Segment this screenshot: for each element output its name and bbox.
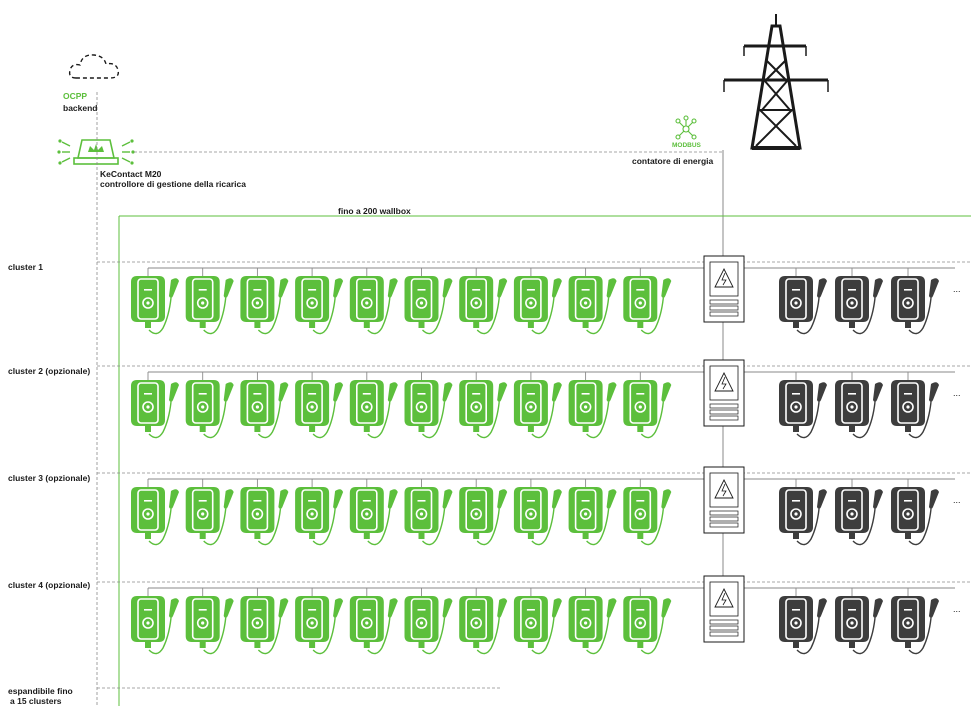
wallbox-green <box>458 486 509 546</box>
controller-icon <box>57 139 135 165</box>
wallbox-dark <box>778 486 828 546</box>
power-pylon-icon <box>723 14 829 150</box>
wallbox-green <box>348 275 399 335</box>
wallbox-green <box>130 275 180 335</box>
clusters-layer: ............ <box>97 255 971 655</box>
expand-label-line1: espandibile fino <box>8 686 73 696</box>
wallbox-dark <box>834 486 884 546</box>
wallbox-dark <box>778 275 828 335</box>
wallbox-green <box>403 275 454 335</box>
continuation-dots: ... <box>953 284 961 294</box>
wallbox-green <box>567 486 618 546</box>
wallbox-green <box>239 595 290 655</box>
wallbox-green <box>622 595 673 655</box>
wallbox-green <box>294 379 344 439</box>
wallbox-dark <box>890 275 940 335</box>
wallbox-dark <box>890 595 940 655</box>
expand-label-line2: a 15 clusters <box>10 696 62 706</box>
wallbox-green <box>622 486 673 546</box>
cluster-label-1: cluster 1 <box>8 262 43 272</box>
wallbox-green <box>239 275 290 335</box>
cluster-3: ... <box>97 466 971 546</box>
wallbox-green <box>294 275 344 335</box>
wallbox-green <box>513 486 563 546</box>
wallbox-green <box>403 486 454 546</box>
wallbox-green <box>567 379 618 439</box>
wallbox-green <box>567 595 618 655</box>
controller-name: KeContact M20 <box>100 169 162 179</box>
cluster-label-4: cluster 4 (opzionale) <box>8 580 91 590</box>
wallbox-green <box>513 595 563 655</box>
wallbox-green <box>622 379 673 439</box>
wallbox-green <box>513 275 563 335</box>
meter-label: contatore di energia <box>632 156 714 166</box>
cluster-4: ... <box>97 575 971 655</box>
wallbox-green <box>458 595 509 655</box>
wallbox-green <box>184 486 235 546</box>
wallbox-dark <box>890 486 940 546</box>
wallbox-green <box>403 379 454 439</box>
cluster-1: ... <box>97 255 971 335</box>
wallbox-dark <box>890 379 940 439</box>
cluster-label-2: cluster 2 (opzionale) <box>8 366 91 376</box>
wallbox-dark <box>778 595 828 655</box>
wallbox-dark <box>834 275 884 335</box>
backend-label: backend <box>63 103 98 113</box>
wallbox-green <box>403 595 454 655</box>
wallbox-green <box>348 379 399 439</box>
modbus-icon <box>675 115 697 140</box>
backend-protocol-label: OCPP <box>63 91 88 101</box>
controller-description: controllore di gestione della ricarica <box>100 179 246 189</box>
wallbox-green <box>184 379 235 439</box>
wallbox-green <box>130 379 180 439</box>
distribution-panel <box>703 575 745 643</box>
wallbox-green <box>239 486 290 546</box>
distribution-panel <box>703 466 745 534</box>
wallbox-green <box>458 275 509 335</box>
wallbox-green <box>184 595 235 655</box>
wallbox-green <box>513 379 563 439</box>
wallbox-green <box>130 486 180 546</box>
distribution-panel <box>703 359 745 427</box>
wallbox-dark <box>834 379 884 439</box>
wallbox-green <box>294 486 344 546</box>
cloud-icon <box>68 54 120 79</box>
wallbox-green <box>130 595 180 655</box>
wallbox-green <box>348 595 399 655</box>
meter-protocol-label: MODBUS <box>672 142 701 149</box>
cluster-label-3: cluster 3 (opzionale) <box>8 473 91 483</box>
network-label: fino a 200 wallbox <box>338 206 411 216</box>
cluster-2: ... <box>97 359 971 439</box>
wallbox-dark <box>834 595 884 655</box>
wallbox-green <box>622 275 673 335</box>
continuation-dots: ... <box>953 604 961 614</box>
wallbox-green <box>239 379 290 439</box>
continuation-dots: ... <box>953 388 961 398</box>
wallbox-green <box>348 486 399 546</box>
wallbox-dark <box>778 379 828 439</box>
wallbox-green <box>294 595 344 655</box>
wallbox-green <box>184 275 235 335</box>
distribution-panel <box>703 255 745 323</box>
wallbox-green <box>458 379 509 439</box>
wallbox-green <box>567 275 618 335</box>
continuation-dots: ... <box>953 495 961 505</box>
